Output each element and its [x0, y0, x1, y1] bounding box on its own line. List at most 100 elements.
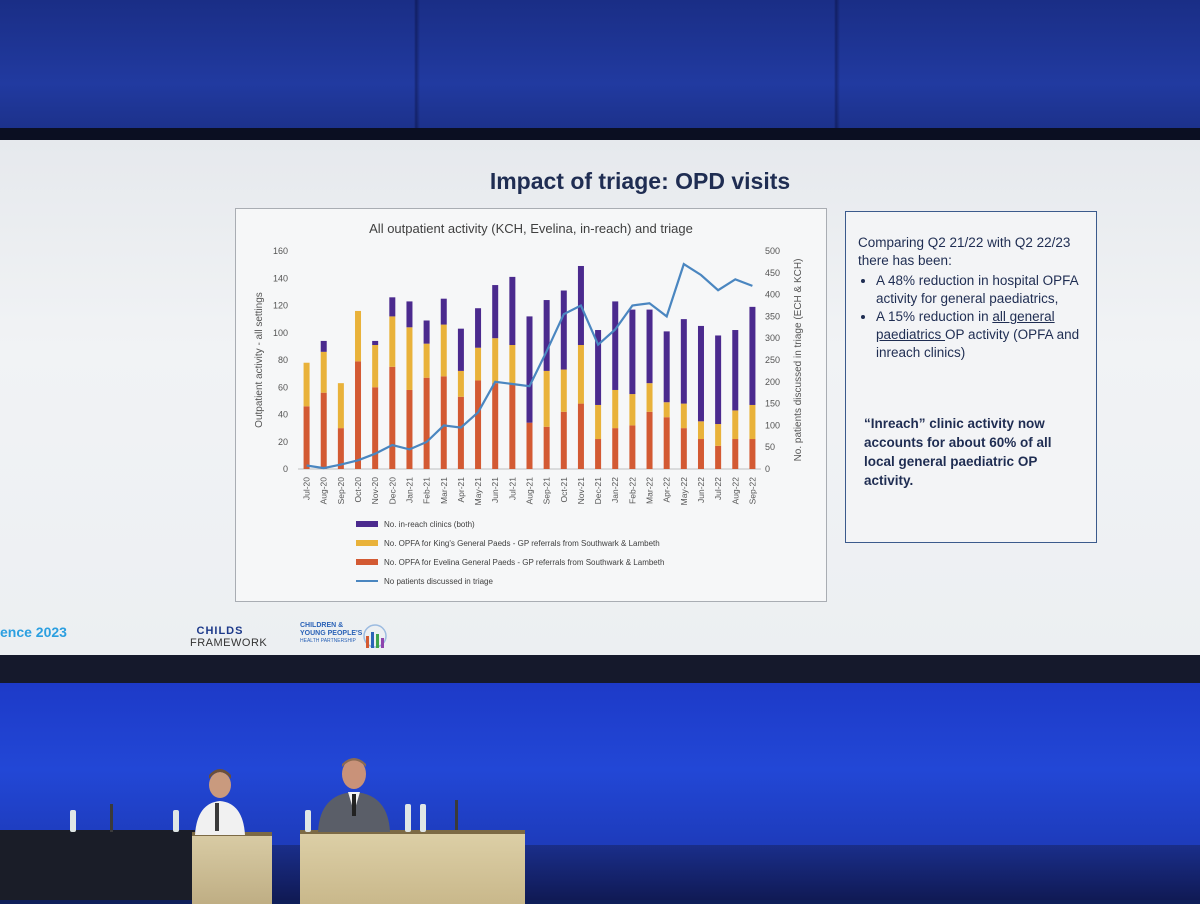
y-tick-label: 60 [278, 382, 288, 392]
bar-kings [560, 369, 567, 412]
x-tick-label: Aug-21 [525, 477, 535, 505]
y-tick-label: 160 [273, 246, 288, 256]
bar-inreach [697, 325, 704, 422]
bar-kings [612, 389, 619, 429]
conference-label: ence 2023 [0, 624, 67, 640]
bar-inreach [612, 301, 619, 390]
bar-kings [337, 383, 344, 429]
y2-tick-label: 100 [765, 420, 780, 430]
x-tick-label: Sep-20 [336, 477, 346, 505]
bar-inreach [406, 301, 413, 328]
bar-kings [440, 324, 447, 377]
bar-inreach [423, 320, 430, 344]
bar-inreach [440, 298, 447, 325]
bar-inreach [372, 340, 379, 346]
x-tick-label: Dec-21 [593, 477, 603, 505]
bar-kings [629, 394, 636, 426]
bar-evelina [355, 361, 362, 469]
panelist-right [318, 758, 390, 832]
summary-bullets: A 48% reduction in hospital OPFA activit… [858, 272, 1086, 362]
summary-textbox: Comparing Q2 21/22 with Q2 22/23 there h… [845, 211, 1097, 543]
slide-title: Impact of triage: OPD visits [489, 168, 791, 194]
bar-evelina [406, 389, 413, 469]
bar-evelina [697, 439, 704, 469]
x-tick-label: Mar-21 [439, 477, 449, 504]
x-tick-label: Aug-20 [319, 477, 329, 505]
bar-kings [509, 345, 516, 384]
x-tick-label: Jun-22 [696, 477, 706, 503]
bar-kings [303, 362, 310, 407]
bar-kings [646, 383, 653, 412]
bar-evelina [543, 426, 550, 469]
y2-tick-label: 250 [765, 355, 780, 365]
bullet2-underlined: all general paediatrics [876, 309, 1055, 342]
bar-inreach [475, 308, 482, 348]
bar-evelina [457, 396, 464, 469]
summary-intro: Comparing Q2 21/22 with Q2 22/23 there h… [858, 235, 1071, 268]
bar-evelina [509, 383, 516, 469]
x-tick-label: Jan-22 [610, 477, 620, 503]
bar-inreach [646, 309, 653, 384]
desk-bottles [70, 800, 458, 832]
y-tick-label: 140 [273, 273, 288, 283]
triage-line [306, 262, 753, 470]
y2-tick-label: 0 [765, 464, 770, 474]
y2-tick-label: 450 [765, 268, 780, 278]
x-tick-label: Oct-21 [559, 477, 569, 503]
bar-inreach [389, 297, 396, 317]
bar-kings [680, 403, 687, 429]
legend-evelina-label: No. OPFA for Evelina General Paeds - GP … [384, 558, 664, 567]
bar-evelina [337, 428, 344, 469]
bar-kings [492, 338, 499, 384]
bar-kings [406, 327, 413, 390]
outpatient-chart: 0 20 40 60 80 100 120 140 160 0 50 100 150 200 250 300 3… [254, 246, 804, 586]
bar-evelina [475, 380, 482, 469]
cyp-logo-line2: YOUNG PEOPLE'S [300, 630, 363, 637]
chart-frame: All outpatient activity (KCH, Evelina, i… [235, 208, 827, 602]
bar-evelina [526, 422, 533, 469]
bar-evelina [560, 411, 567, 469]
childs-framework-logo: CHILDS FRAMEWORK [190, 625, 267, 649]
panelist-left [195, 769, 245, 835]
bar-inreach [663, 331, 670, 403]
x-tick-label: Jun-21 [490, 477, 500, 503]
bar-evelina [612, 428, 619, 469]
x-tick-label: Nov-21 [576, 477, 586, 505]
bar-inreach [492, 285, 499, 339]
bar-inreach [595, 330, 602, 405]
bullet-op-reduction: A 15% reduction in all general paediatri… [876, 308, 1086, 362]
bar-kings [457, 370, 464, 397]
bar-inreach [715, 335, 722, 425]
y-tick-label: 40 [278, 410, 288, 420]
bar-evelina [320, 392, 327, 469]
bar-kings [663, 402, 670, 418]
legend-kings-label: No. OPFA for King's General Paeds - GP r… [384, 539, 660, 548]
y-tick-label: 80 [278, 355, 288, 365]
bar-kings [595, 404, 602, 440]
y2-tick-label: 350 [765, 311, 780, 321]
y-tick-label: 120 [273, 301, 288, 311]
bar-inreach [526, 316, 533, 423]
bar-kings [749, 404, 756, 440]
x-tick-label: May-21 [473, 477, 483, 506]
x-tick-label: Dec-20 [387, 477, 397, 505]
bar-inreach [509, 276, 516, 346]
bar-inreach [749, 306, 756, 405]
bar-evelina [389, 366, 396, 469]
bar-kings [697, 421, 704, 440]
bar-inreach [320, 340, 327, 352]
x-tick-label: Feb-22 [627, 477, 637, 504]
legend-inreach-label: No. in-reach clinics (both) [384, 520, 475, 529]
x-tick-label: Feb-21 [422, 477, 432, 504]
chart-title: All outpatient activity (KCH, Evelina, i… [369, 221, 693, 236]
y2-tick-label: 50 [765, 442, 775, 452]
y2-tick-label: 200 [765, 377, 780, 387]
bar-inreach [680, 319, 687, 404]
bar-evelina [303, 406, 310, 469]
x-tick-label: Nov-20 [370, 477, 380, 505]
bar-evelina [680, 428, 687, 469]
bar-kings [355, 310, 362, 362]
bar-inreach [732, 330, 739, 411]
legend-inreach-swatch [356, 521, 378, 527]
legend-evelina-swatch [356, 559, 378, 565]
